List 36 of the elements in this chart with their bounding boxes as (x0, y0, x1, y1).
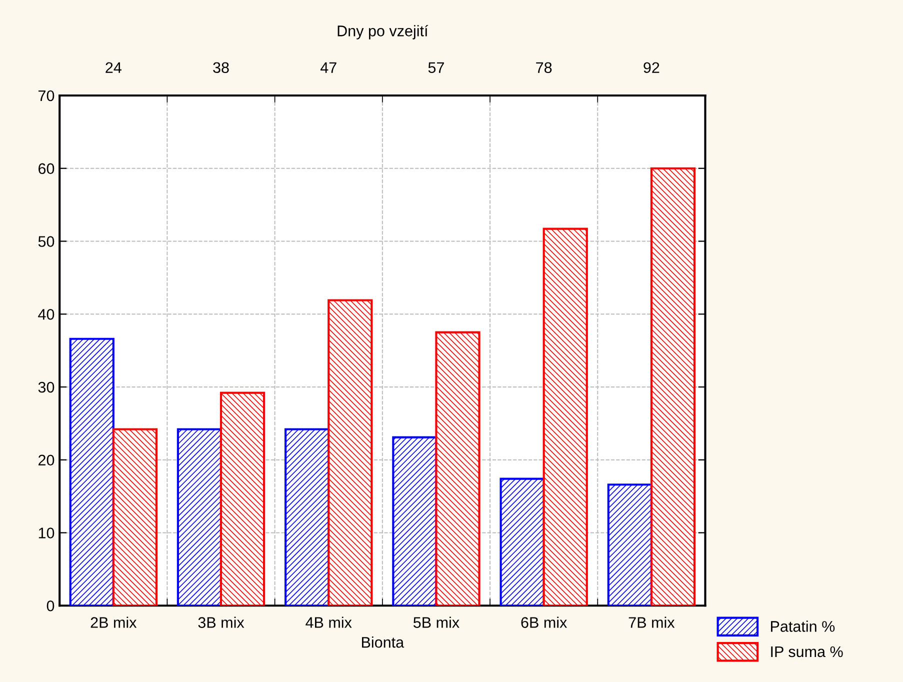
y-tick-label: 20 (38, 454, 54, 466)
text: 38 (213, 62, 229, 74)
x-tick-label: 2B mix (90, 616, 137, 628)
y-tick-label: 60 (38, 163, 54, 174)
bar (500, 478, 545, 606)
y-tick-label: 30 (38, 382, 54, 393)
bar (220, 392, 266, 606)
text: 24 (106, 62, 122, 73)
x2-axis-title: Dny po vzejití (338, 24, 428, 40)
x-tick-label: 3B mix (198, 616, 244, 628)
y-tick-label: 40 (38, 308, 54, 320)
y-tick-label: 50 (38, 236, 54, 247)
text: 92 (644, 62, 660, 74)
bar (69, 338, 114, 606)
x-tick-label: 4B mix (306, 616, 352, 628)
text: 57 (428, 62, 444, 74)
bar (542, 228, 588, 606)
bar (112, 428, 158, 606)
bar (650, 167, 696, 606)
y-tick-label: 0 (46, 600, 54, 612)
x-tick-label: 5B mix (413, 616, 460, 628)
legend-label: IP suma % (771, 646, 843, 658)
y-tick-label: 10 (38, 528, 54, 538)
bar (607, 484, 652, 606)
x-axis-title: Bionta (362, 636, 404, 648)
x-tick-label: 7B mix (628, 616, 675, 628)
bar (328, 299, 373, 606)
bar (392, 436, 438, 606)
text: 78 (536, 62, 552, 74)
x-tick-label: 6B mix (521, 616, 568, 628)
bar (284, 428, 330, 606)
bar (435, 331, 480, 606)
legend-label: Patatin % (771, 620, 835, 632)
bar (176, 428, 222, 606)
y-tick-label: 70 (38, 90, 54, 102)
text: 47 (320, 62, 336, 73)
